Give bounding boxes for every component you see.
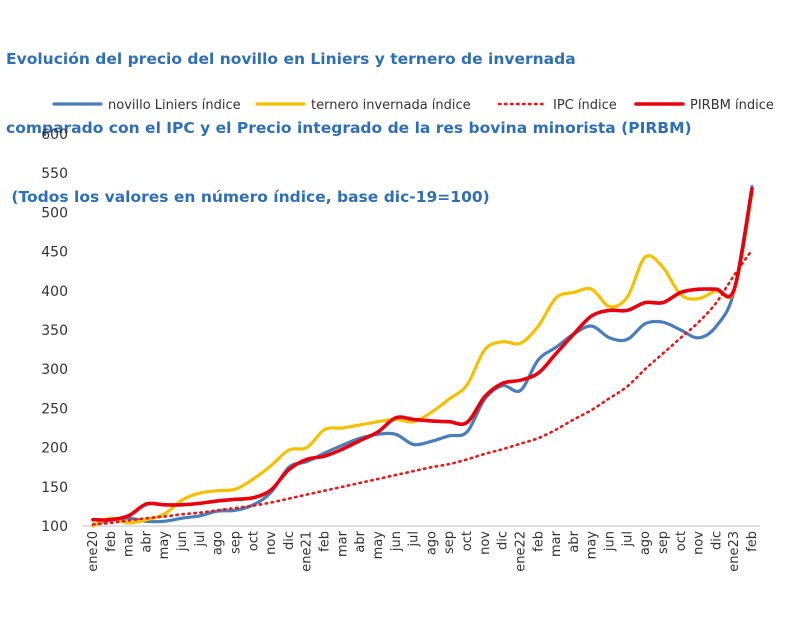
y-tick-label: 300 [41,362,68,378]
x-tick-label: mar [122,530,137,557]
x-tick-label: mar [335,530,350,557]
x-tick-label: abr [567,530,582,552]
title-line-1: Evolución del precio del novillo en Lini… [6,50,576,68]
x-tick-label: jul [193,531,208,547]
legend-novillo-label: novillo Liniers índice [108,98,241,113]
x-tick-label: jul [407,531,422,547]
x-tick-label: feb [745,531,760,552]
x-tick-label: may [157,531,172,560]
x-tick-label: ene20 [86,531,101,572]
x-tick-label: jun [175,531,190,552]
y-tick-label: 100 [41,519,68,535]
title-line-2: comparado con el IPC y el Precio integra… [6,119,692,137]
x-tick-label: sep [228,531,243,554]
x-tick-label: ago [638,531,653,555]
x-tick-label: feb [531,531,546,552]
x-tick-label: ago [211,531,226,555]
series-ipc-line [91,248,754,526]
x-tick-label: ago [424,531,439,555]
y-tick-label: 500 [41,205,68,221]
x-tick-label: sep [656,531,671,554]
y-tick-label: 350 [41,323,68,339]
x-tick-label: oct [674,531,689,551]
legend-ipc-label: IPC índice [553,98,617,113]
x-tick-label: oct [246,531,261,551]
chart-title: Evolución del precio del novillo en Lini… [6,2,796,232]
x-tick-label: sep [442,531,457,554]
x-tick-label: ene22 [513,531,528,572]
legend-ternero-label: ternero invernada índice [311,98,471,113]
x-tick-label: may [585,531,600,560]
y-tick-label: 550 [41,166,68,182]
x-tick-label: dic [709,531,724,550]
y-tick-label: 200 [41,441,68,457]
series-novillo-line [91,184,754,527]
x-tick-label: dic [496,531,511,550]
series-pirbm-line [91,187,754,522]
y-tick-label: 250 [41,401,68,417]
x-tick-label: nov [692,531,707,555]
x-tick-label: feb [104,531,119,552]
x-tick-label: nov [264,531,279,555]
y-tick-label: 600 [41,127,68,143]
legend-pirbm-label: PIRBM índice [690,98,774,113]
series-ternero-line [91,191,754,528]
x-tick-label: jun [603,531,618,552]
x-tick-label: ene21 [300,531,315,572]
x-tick-label: may [371,531,386,560]
x-tick-label: oct [460,531,475,551]
title-line-3: (Todos los valores en número índice, bas… [6,188,490,206]
y-tick-label: 150 [41,480,68,496]
x-tick-label: jun [389,531,404,552]
x-tick-label: ene23 [727,531,742,572]
y-tick-label: 450 [41,245,68,261]
x-tick-label: abr [353,530,368,552]
y-tick-label: 400 [41,284,68,300]
x-tick-label: jul [620,531,635,547]
x-tick-label: feb [318,531,333,552]
x-tick-label: dic [282,531,297,550]
x-tick-label: nov [478,531,493,555]
x-tick-label: abr [139,530,154,552]
x-tick-label: mar [549,530,564,557]
